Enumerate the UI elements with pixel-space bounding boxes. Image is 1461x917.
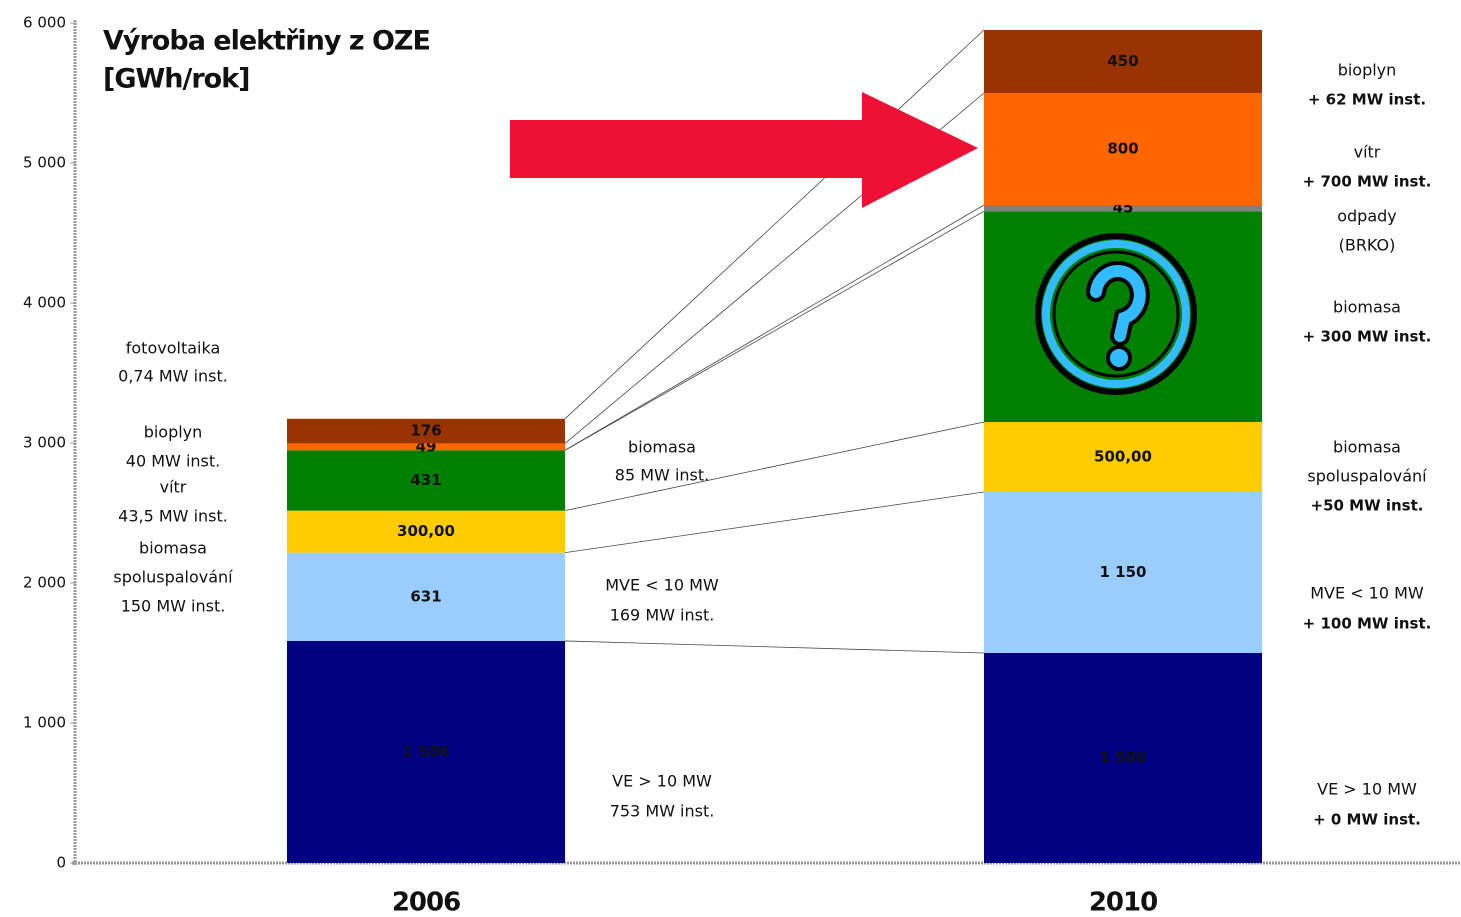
arrow bbox=[510, 92, 978, 208]
y-tick-label: 3 000 bbox=[23, 434, 66, 452]
chart-title: Výroba elektřiny z OZE bbox=[103, 26, 430, 57]
bar-segment bbox=[287, 443, 565, 451]
annotation: MVE < 10 MW bbox=[1310, 584, 1424, 603]
connector bbox=[564, 640, 985, 654]
y-tick-label: 5 000 bbox=[23, 154, 66, 172]
annotation: 40 MW inst. bbox=[126, 452, 220, 471]
annotation: MVE < 10 MW bbox=[605, 576, 719, 595]
value-label: 450 bbox=[1107, 52, 1138, 70]
bar-segment bbox=[984, 422, 1262, 492]
y-tick-label: 6 000 bbox=[23, 14, 66, 32]
connector bbox=[564, 29, 985, 420]
x-tick-label: 2010 bbox=[1089, 888, 1157, 917]
bar-segment bbox=[984, 653, 1262, 863]
bar-segment bbox=[984, 93, 1262, 205]
bar-segment bbox=[287, 552, 565, 641]
annotation: vítr bbox=[160, 478, 187, 497]
y-tick-label: 2 000 bbox=[23, 574, 66, 592]
annotation: bioplyn bbox=[144, 423, 203, 442]
value-label: 800 bbox=[1107, 140, 1138, 158]
bar-segment bbox=[984, 205, 1262, 212]
connector bbox=[564, 204, 985, 451]
y-tick-label: 1 000 bbox=[23, 714, 66, 732]
bar-segment bbox=[287, 450, 565, 511]
annotation: fotovoltaika bbox=[126, 339, 221, 358]
value-label: 631 bbox=[410, 587, 441, 605]
annotation: biomasa bbox=[1333, 438, 1401, 457]
value-label: 1 150 bbox=[1100, 563, 1147, 581]
annotation: 169 MW inst. bbox=[610, 606, 715, 625]
question-icon bbox=[1035, 233, 1197, 395]
connector bbox=[564, 421, 985, 512]
annotation: (BRKO) bbox=[1339, 236, 1396, 255]
value-label: 500,00 bbox=[1094, 448, 1152, 466]
x-tick-label: 2006 bbox=[392, 888, 460, 917]
annotation: + 62 MW inst. bbox=[1308, 91, 1426, 109]
y-tick-label: 4 000 bbox=[23, 294, 66, 312]
y-tick-label: 0 bbox=[56, 854, 66, 872]
value-label: 431 bbox=[410, 471, 441, 489]
annotation: 0,74 MW inst. bbox=[118, 367, 228, 386]
value-label: 1 500 bbox=[1100, 749, 1147, 767]
annotation: + 100 MW inst. bbox=[1303, 615, 1432, 633]
connectors bbox=[564, 29, 985, 654]
annotation: 753 MW inst. bbox=[610, 802, 715, 821]
annotation: + 700 MW inst. bbox=[1303, 173, 1432, 191]
value-label: 1 586 bbox=[403, 742, 450, 760]
value-label: 300,00 bbox=[397, 522, 455, 540]
bar-segment bbox=[984, 492, 1262, 653]
connector bbox=[564, 210, 985, 451]
annotation: biomasa bbox=[1333, 298, 1401, 317]
annotation: vítr bbox=[1354, 143, 1381, 162]
chart-subtitle: [GWh/rok] bbox=[103, 64, 250, 95]
annotation: spoluspalování bbox=[1307, 467, 1427, 486]
value-label: 176 bbox=[410, 422, 441, 440]
annotation: + 0 MW inst. bbox=[1313, 811, 1421, 829]
annotation: VE > 10 MW bbox=[1317, 780, 1417, 799]
bar-segment bbox=[287, 418, 565, 444]
annotation: VE > 10 MW bbox=[612, 772, 712, 791]
bar-segment bbox=[287, 510, 565, 553]
annotation: odpady bbox=[1337, 207, 1397, 226]
annotation: spoluspalování bbox=[113, 568, 233, 587]
annotation: 150 MW inst. bbox=[121, 597, 226, 616]
annotation: + 300 MW inst. bbox=[1303, 328, 1432, 346]
annotation: biomasa bbox=[628, 438, 696, 457]
bar-segment bbox=[984, 30, 1262, 93]
connector bbox=[564, 491, 985, 554]
annotation: bioplyn bbox=[1338, 61, 1397, 80]
annotation: 85 MW inst. bbox=[615, 466, 709, 485]
bar-segment bbox=[287, 640, 565, 863]
annotation: 43,5 MW inst. bbox=[118, 507, 228, 526]
annotation: +50 MW inst. bbox=[1311, 497, 1424, 515]
annotation: biomasa bbox=[139, 539, 207, 558]
